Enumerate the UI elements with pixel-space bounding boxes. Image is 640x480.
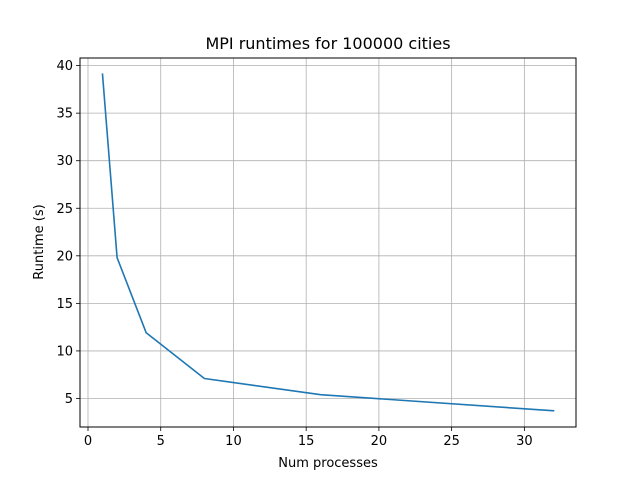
y-tick-label: 30 [56,154,73,169]
x-tick-label: 30 [516,434,533,449]
x-tick-label: 20 [371,434,388,449]
series-line [101,73,555,412]
chart-title: MPI runtimes for 100000 cities [205,34,450,53]
x-tick-label: 5 [157,434,165,449]
plot-area [80,58,576,427]
x-tick-label: 15 [298,434,315,449]
y-axis-label: Runtime (s) [32,204,47,279]
y-tick-label: 15 [56,297,73,312]
y-tick-label: 5 [65,392,73,407]
y-axis: 5 10 15 20 25 30 35 40 [56,59,80,407]
y-tick-label: 10 [56,344,73,359]
x-axis-label: Num processes [278,456,378,471]
axes-frame [79,57,577,428]
y-tick-label: 25 [56,202,73,217]
x-tick-label: 10 [225,434,242,449]
y-tick-label: 35 [56,107,73,122]
series-layer [101,73,555,412]
x-tick-label: 0 [84,434,92,449]
gridlines [80,58,576,427]
y-tick-label: 40 [56,59,73,74]
x-axis: 0 5 10 15 20 25 30 [84,427,533,449]
y-tick-label: 20 [56,249,73,264]
x-tick-label: 25 [443,434,460,449]
